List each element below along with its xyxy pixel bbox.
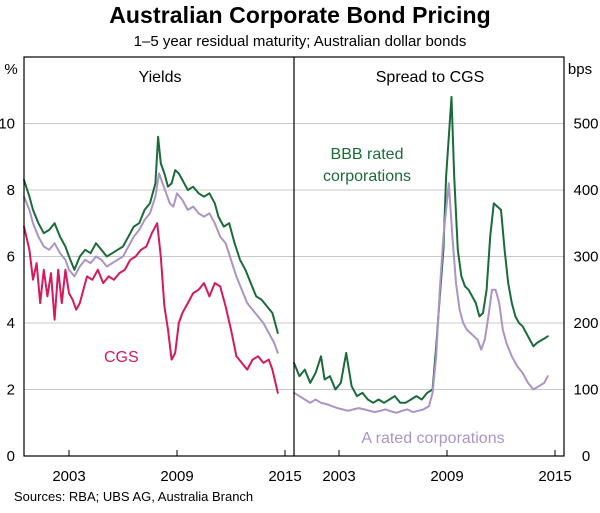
x-tick-label: 2003 <box>322 468 355 485</box>
y-tick-label-left: 10 <box>0 116 15 133</box>
y-tick-label-right: 100 <box>573 382 598 399</box>
annotation-bbb-line1: BBB rated <box>331 146 404 163</box>
series-line-a-rated-corporations <box>293 182 549 414</box>
annotation-a-rated: A rated corporations <box>361 430 504 447</box>
x-tick-label: 2015 <box>268 468 301 485</box>
left-unit-label: % <box>4 61 17 78</box>
series-line-bbb-rated-corporations <box>293 95 549 404</box>
x-tick-label: 2015 <box>538 468 571 485</box>
y-tick-label-right: 400 <box>573 182 598 199</box>
chart-title: Australian Corporate Bond Pricing <box>109 2 491 28</box>
right-unit-label: bps <box>568 61 592 78</box>
series-line-a-rated-corporations <box>23 172 279 354</box>
y-tick-label-left: 4 <box>7 315 15 332</box>
x-tick-label: 2003 <box>52 468 85 485</box>
y-tick-label-left: 0 <box>7 448 15 465</box>
annotation-bbb-line2: corporations <box>323 168 411 185</box>
source-note: Sources: RBA; UBS AG, Australia Branch <box>14 489 254 504</box>
chart-subtitle: 1–5 year residual maturity; Australian d… <box>133 33 467 50</box>
y-tick-label-right: 300 <box>573 249 598 266</box>
annotation-cgs: CGS <box>104 349 139 366</box>
tick-labels: 0 2 4 6 8 10 2003 2009 2015 0 100 200 300 400 500 2003 2… <box>0 116 599 486</box>
y-tick-label-right: 500 <box>573 116 598 133</box>
series-line-cgs <box>23 222 279 394</box>
y-tick-label-left: 6 <box>7 249 15 266</box>
y-tick-label-left: 2 <box>7 382 15 399</box>
y-tick-label-right: 0 <box>582 448 590 465</box>
series-line-bbb-rated-corporations <box>23 135 279 334</box>
y-tick-label-right: 200 <box>573 315 598 332</box>
right-panel-title: Spread to CGS <box>376 69 485 86</box>
chart-frame <box>23 56 565 457</box>
series-layer <box>23 95 549 414</box>
left-panel-title: Yields <box>139 69 182 86</box>
y-tick-label-left: 8 <box>7 182 15 199</box>
x-tick-label: 2009 <box>430 468 463 485</box>
x-tick-label: 2009 <box>160 468 193 485</box>
